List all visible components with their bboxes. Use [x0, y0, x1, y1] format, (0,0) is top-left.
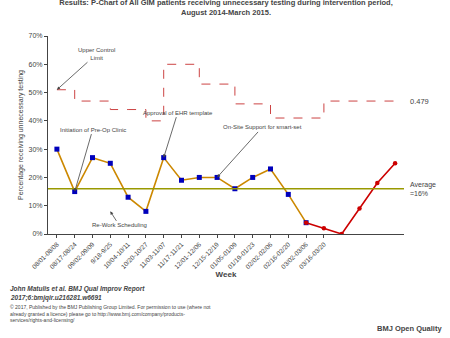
svg-text:2017;6:bmjqir.u216281.w6691: 2017;6:bmjqir.u216281.w6691	[10, 294, 102, 302]
svg-text:12/15-12/19: 12/15-12/19	[191, 240, 221, 270]
svg-text:01/19-01/23: 01/19-01/23	[226, 240, 256, 270]
svg-text:On-Site Support for smart-set: On-Site Support for smart-set	[223, 124, 302, 130]
svg-text:Re-Work Scheduling: Re-Work Scheduling	[92, 222, 147, 228]
svg-text:Week: Week	[216, 270, 237, 279]
svg-text:30%: 30%	[29, 146, 43, 153]
svg-text:40%: 40%	[29, 117, 43, 124]
svg-text:0%: 0%	[32, 230, 42, 237]
svg-text:08/01-08/08: 08/01-08/08	[30, 240, 60, 270]
svg-text:Upper ControlLimit: Upper ControlLimit	[78, 47, 115, 61]
svg-text:0.479: 0.479	[410, 97, 429, 106]
svg-text:10%: 10%	[29, 202, 43, 209]
svg-text:Results: P-Chart of All GIM pa: Results: P-Chart of All GIM patients rec…	[59, 0, 393, 17]
svg-text:10/04-10/11: 10/04-10/11	[102, 240, 131, 269]
svg-text:Initiation of Pre-Op Clinic: Initiation of Pre-Op Clinic	[60, 127, 126, 133]
svg-text:Percentage receiving unnecessa: Percentage receiving unnecessary testing	[17, 70, 25, 200]
svg-text:70%: 70%	[29, 32, 43, 39]
svg-text:Approval of EHR template: Approval of EHR template	[143, 110, 213, 116]
svg-text:11/17-11/21: 11/17-11/21	[156, 240, 185, 269]
svg-text:11/03-11/07: 11/03-11/07	[138, 240, 167, 269]
svg-text:03/16-03/20: 03/16-03/20	[297, 240, 327, 270]
svg-text:50%: 50%	[29, 89, 43, 96]
svg-text:02/02-02/06: 02/02-02/06	[244, 240, 274, 270]
svg-text:20%: 20%	[29, 174, 43, 181]
svg-text:60%: 60%	[29, 61, 43, 68]
svg-text:BMJ Open Quality: BMJ Open Quality	[377, 324, 442, 333]
svg-text:John Matulis et al. BMJ Qual I: John Matulis et al. BMJ Qual Improv Repo…	[10, 285, 145, 293]
svg-text:10/20-10/27: 10/20-10/27	[119, 240, 149, 270]
svg-text:09/02-09/09: 09/02-09/09	[66, 240, 96, 270]
svg-text:9/18-9/25: 9/18-9/25	[89, 240, 114, 265]
svg-text:02/16-02/20: 02/16-02/20	[262, 240, 292, 270]
svg-text:© 2017, Published by the BMJ P: © 2017, Published by the BMJ Publishing …	[10, 304, 211, 323]
svg-text:01/05-01/09: 01/05-01/09	[208, 240, 238, 270]
svg-text:12/01-12/06: 12/01-12/06	[173, 240, 203, 270]
svg-text:03/02-03/06: 03/02-03/06	[280, 240, 310, 270]
svg-text:08/17-08/24: 08/17-08/24	[48, 240, 78, 270]
svg-text:Average=16%: Average=16%	[410, 181, 436, 197]
